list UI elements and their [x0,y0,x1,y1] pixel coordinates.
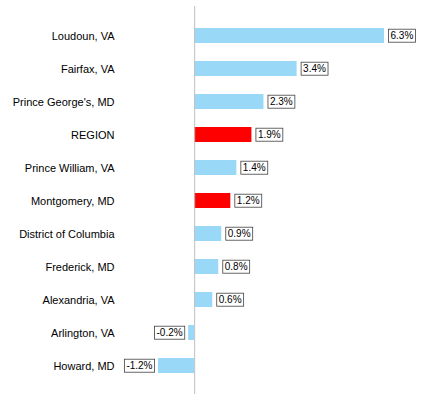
svg-text:Loudoun, VA: Loudoun, VA [52,30,115,42]
svg-text:Alexandria, VA: Alexandria, VA [43,294,116,306]
svg-text:0.6%: 0.6% [219,294,242,305]
svg-text:1.2%: 1.2% [237,195,260,206]
svg-text:REGION: REGION [71,129,114,141]
svg-text:District of Columbia: District of Columbia [19,228,115,240]
svg-text:Arlington, VA: Arlington, VA [51,327,115,339]
svg-text:0.9%: 0.9% [228,228,251,239]
svg-text:-1.2%: -1.2% [126,360,152,371]
svg-text:6.3%: 6.3% [391,30,414,41]
svg-text:1.4%: 1.4% [243,162,266,173]
svg-text:Frederick, MD: Frederick, MD [45,261,114,273]
svg-text:Montgomery, MD: Montgomery, MD [31,195,115,207]
svg-text:2.3%: 2.3% [270,96,293,107]
svg-text:Prince William, VA: Prince William, VA [25,162,115,174]
svg-text:3.4%: 3.4% [303,63,326,74]
svg-text:0.8%: 0.8% [225,261,248,272]
svg-text:Howard, MD: Howard, MD [53,360,114,372]
svg-text:Prince George's, MD: Prince George's, MD [13,96,115,108]
svg-text:-0.2%: -0.2% [157,327,183,338]
svg-text:Fairfax, VA: Fairfax, VA [61,63,115,75]
svg-text:1.9%: 1.9% [258,129,281,140]
